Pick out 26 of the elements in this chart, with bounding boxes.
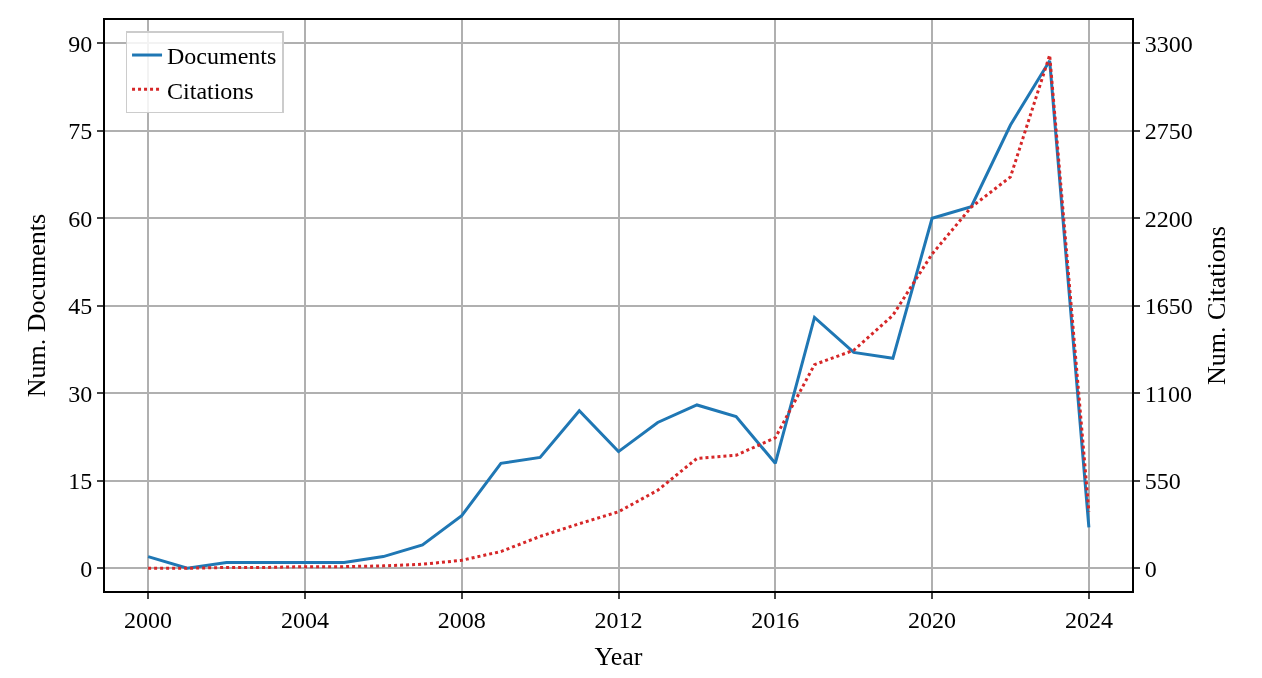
x-tick-label: 2024 (1064, 606, 1113, 633)
y2-tick-label: 1650 (1144, 293, 1193, 320)
x-tick-label: 2008 (437, 606, 486, 633)
x-tick-label: 2016 (751, 606, 800, 633)
y2-tick-label: 2200 (1144, 205, 1193, 232)
y-tick-label: 90 (68, 30, 93, 57)
x-axis-title: Year (594, 642, 643, 671)
y-tick-label: 60 (68, 205, 93, 232)
x-tick-label: 2012 (594, 606, 643, 633)
y-tick-label: 0 (80, 555, 93, 582)
legend-label: Documents (167, 43, 277, 70)
y-tick-label: 45 (68, 293, 93, 320)
y-axis-title: Num. Documents (22, 213, 52, 398)
y2-tick-label: 3300 (1144, 30, 1193, 57)
y2-tick-label: 2750 (1144, 118, 1193, 145)
y2-tick-label: 0 (1144, 555, 1157, 582)
y-tick-label: 30 (68, 380, 93, 407)
y2-tick-label: 550 (1144, 468, 1181, 495)
y2-axis-title: Num. Citations (1202, 226, 1231, 385)
x-tick-label: 2020 (908, 606, 957, 633)
x-tick-label: 2004 (280, 606, 329, 633)
y-tick-label: 75 (68, 118, 93, 145)
y-tick-label: 15 (68, 468, 93, 495)
legend-label: Citations (167, 77, 254, 104)
y2-tick-label: 1100 (1144, 380, 1192, 407)
x-tick-label: 2000 (124, 606, 173, 633)
